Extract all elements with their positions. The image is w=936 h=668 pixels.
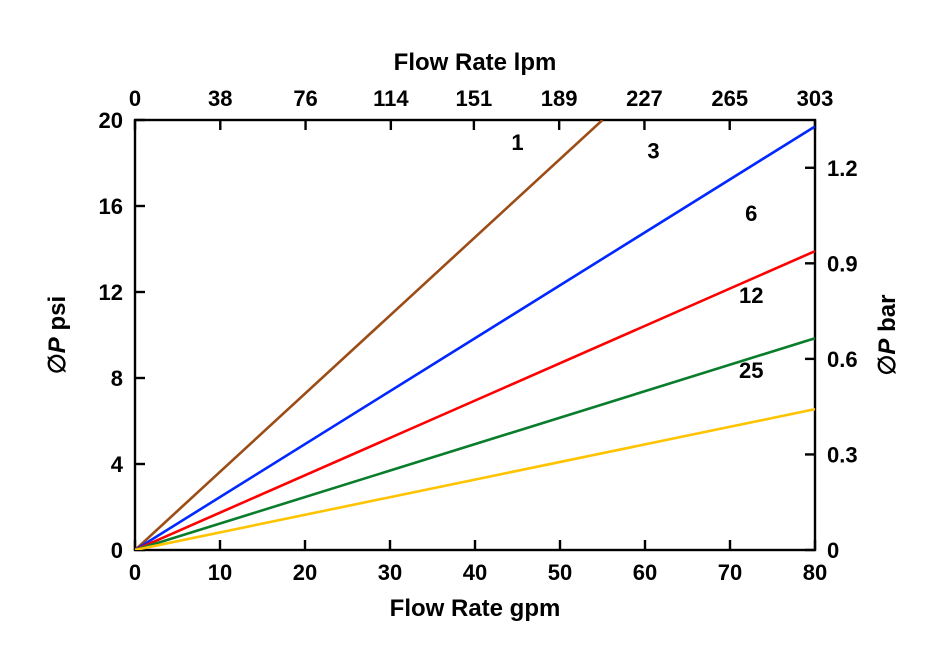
x-top-tick-label: 114 [373,86,409,111]
series-label: 12 [739,283,763,308]
y-left-tick-label: 20 [99,108,123,133]
y-right-tick-label: 1.2 [827,156,858,181]
x-bottom-tick-label: 10 [208,560,232,585]
x-bottom-title: Flow Rate gpm [390,595,561,622]
y-left-tick-label: 0 [111,538,123,563]
y-left-tick-label: 16 [99,194,123,219]
series-label: 6 [745,201,757,226]
y-right-tick-label: 0 [827,538,839,563]
y-right-tick-label: 0.9 [827,251,858,276]
y-left-tick-label: 8 [111,366,123,391]
x-bottom-tick-label: 20 [293,560,317,585]
x-top-tick-label: 0 [129,86,141,111]
x-top-tick-label: 303 [797,86,834,111]
y-right-tick-label: 0.3 [827,442,858,467]
x-bottom-tick-label: 80 [803,560,827,585]
x-top-tick-label: 151 [456,86,493,111]
y-left-tick-label: 4 [111,452,124,477]
chart-svg: 01020304050607080Flow Rate gpm0387611415… [0,0,936,668]
y-left-title: ∅P psi [44,296,71,374]
pressure-flow-chart: 01020304050607080Flow Rate gpm0387611415… [0,0,936,668]
series-label: 25 [739,358,763,383]
y-right-title: ∅P bar [874,295,901,376]
x-bottom-tick-label: 50 [548,560,572,585]
x-bottom-tick-label: 60 [633,560,657,585]
x-bottom-tick-label: 40 [463,560,487,585]
x-bottom-tick-label: 0 [129,560,141,585]
x-top-tick-label: 227 [626,86,663,111]
x-top-tick-label: 265 [711,86,748,111]
y-right-tick-label: 0.6 [827,347,858,372]
x-top-title: Flow Rate lpm [394,49,557,76]
y-left-tick-label: 12 [99,280,123,305]
series-label: 1 [511,130,523,155]
x-top-tick-label: 189 [541,86,578,111]
x-bottom-tick-label: 70 [718,560,742,585]
x-top-tick-label: 76 [293,86,317,111]
x-top-tick-label: 38 [208,86,232,111]
series-label: 3 [647,139,659,164]
x-bottom-tick-label: 30 [378,560,402,585]
